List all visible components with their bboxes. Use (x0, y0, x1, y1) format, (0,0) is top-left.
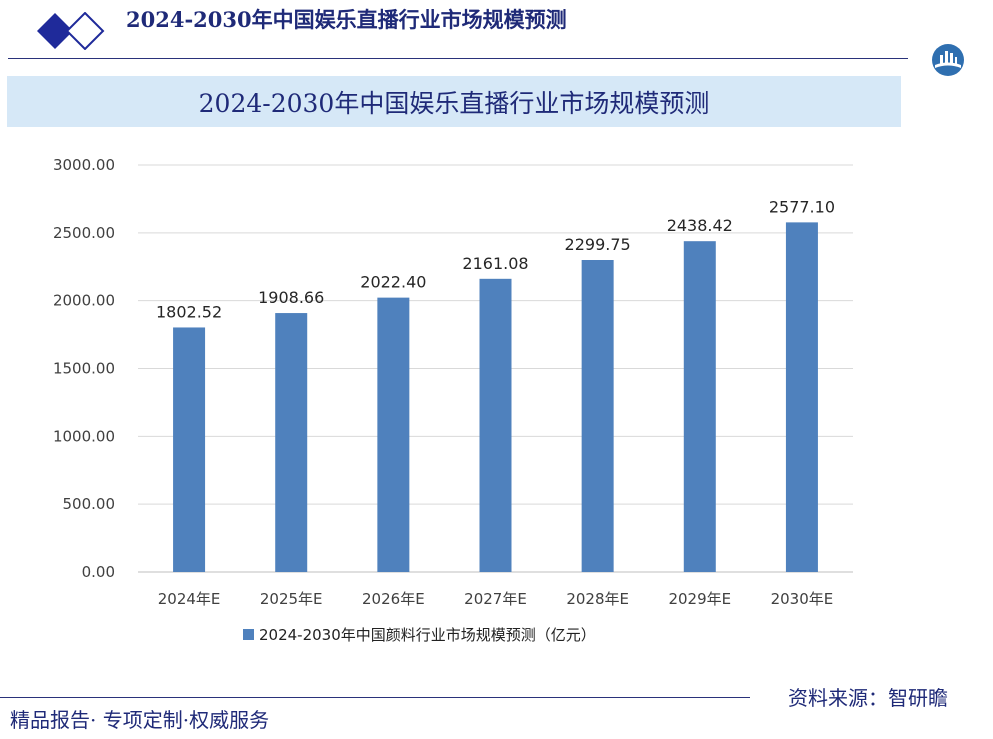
footer-divider (0, 697, 750, 698)
data-label: 2022.40 (360, 273, 426, 292)
bar (683, 241, 716, 572)
bar (377, 297, 410, 572)
y-tick-label: 2000.00 (53, 292, 115, 310)
y-tick-label: 2500.00 (53, 224, 115, 242)
bar (479, 278, 512, 572)
data-label: 2299.75 (565, 235, 631, 254)
chart-legend: 2024-2030年中国颜料行业市场规模预测（亿元） (243, 623, 596, 645)
x-tick-label: 2027年E (464, 590, 527, 608)
x-tick-label: 2026年E (362, 590, 425, 608)
x-tick-label: 2024年E (158, 590, 221, 608)
bar (275, 313, 308, 572)
y-tick-label: 1500.00 (53, 360, 115, 378)
bar (581, 260, 614, 572)
legend-label: 2024-2030年中国颜料行业市场规模预测（亿元） (259, 625, 596, 644)
y-tick-label: 500.00 (63, 495, 116, 513)
y-tick-label: 0.00 (82, 563, 115, 581)
data-label: 2438.42 (667, 216, 733, 235)
zhiyan-logo-icon (932, 44, 964, 76)
x-tick-label: 2025年E (260, 590, 323, 608)
chart-title-band (7, 76, 901, 127)
footer-tagline: 精品报告· 专项定制·权威服务 (10, 708, 270, 732)
x-tick-label: 2028年E (566, 590, 629, 608)
bar (785, 222, 818, 573)
diamond-pair-icon (37, 12, 105, 50)
x-tick-label: 2030年E (771, 590, 834, 608)
bar (173, 327, 206, 572)
data-label: 1802.52 (156, 302, 222, 321)
data-label: 2161.08 (462, 254, 528, 273)
chart-title: 2024-2030年中国娱乐直播行业市场规模预测 (198, 89, 710, 118)
y-tick-label: 3000.00 (53, 156, 115, 174)
page-title: 2024-2030年中国娱乐直播行业市场规模预测 (126, 7, 567, 32)
x-tick-label: 2029年E (668, 590, 731, 608)
data-label: 1908.66 (258, 288, 324, 307)
source-note: 资料来源：智研瞻 (788, 686, 948, 710)
legend-swatch (243, 628, 254, 640)
header-divider (8, 58, 908, 59)
data-label: 2577.10 (769, 197, 835, 216)
y-tick-label: 1000.00 (53, 427, 115, 445)
